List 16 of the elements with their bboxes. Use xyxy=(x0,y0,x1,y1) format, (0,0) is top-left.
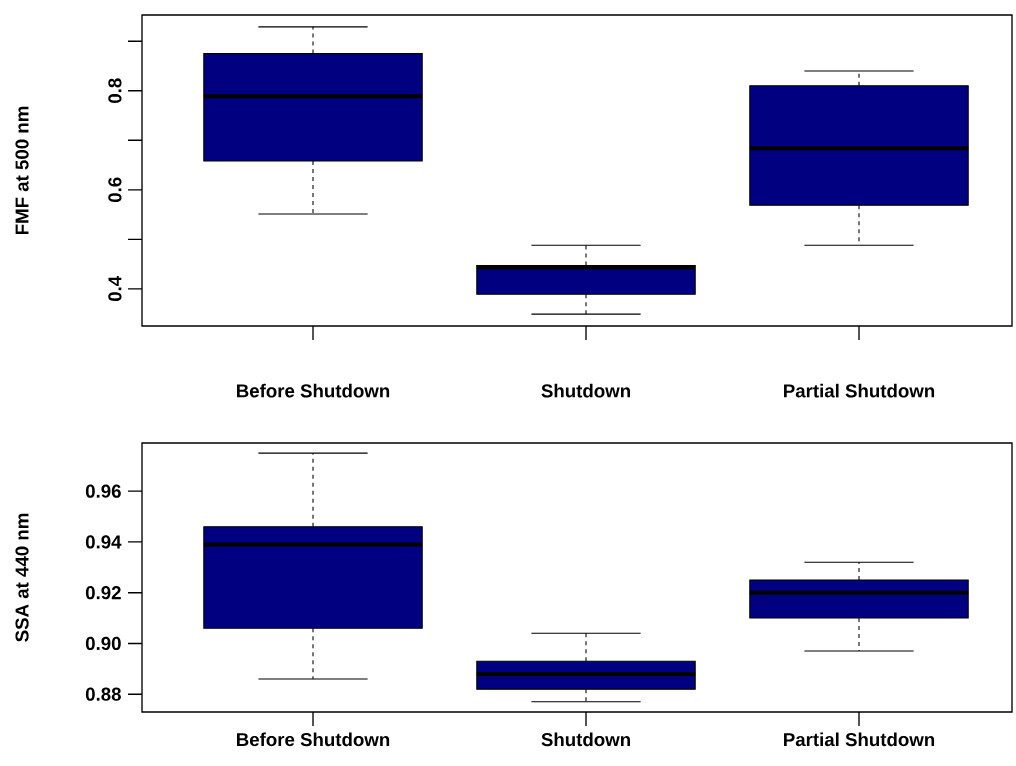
y-tick-label: 0.6 xyxy=(108,177,122,203)
y-axis-title: FMF at 500 nm xyxy=(15,106,29,235)
y-tick-label: 0.88 xyxy=(85,687,121,701)
y-tick-label: 0.94 xyxy=(85,535,122,549)
y-tick-label: 0.96 xyxy=(85,484,121,498)
y-tick-label: 0.90 xyxy=(85,636,121,651)
x-tick-label: Before Shutdown xyxy=(237,732,390,747)
x-tick-label: Partial Shutdown xyxy=(784,732,935,747)
x-tick-label: Shutdown xyxy=(541,383,630,398)
x-tick-label: Partial Shutdown xyxy=(784,383,935,398)
y-tick-label: 0.4 xyxy=(108,275,122,302)
y-tick-label: 0.8 xyxy=(108,78,122,103)
y-tick-label: 0.92 xyxy=(85,586,121,600)
x-tick-label: Shutdown xyxy=(541,732,630,747)
x-tick-label: Before Shutdown xyxy=(237,383,390,398)
y-axis-title: SSA at 440 nm xyxy=(15,513,29,642)
